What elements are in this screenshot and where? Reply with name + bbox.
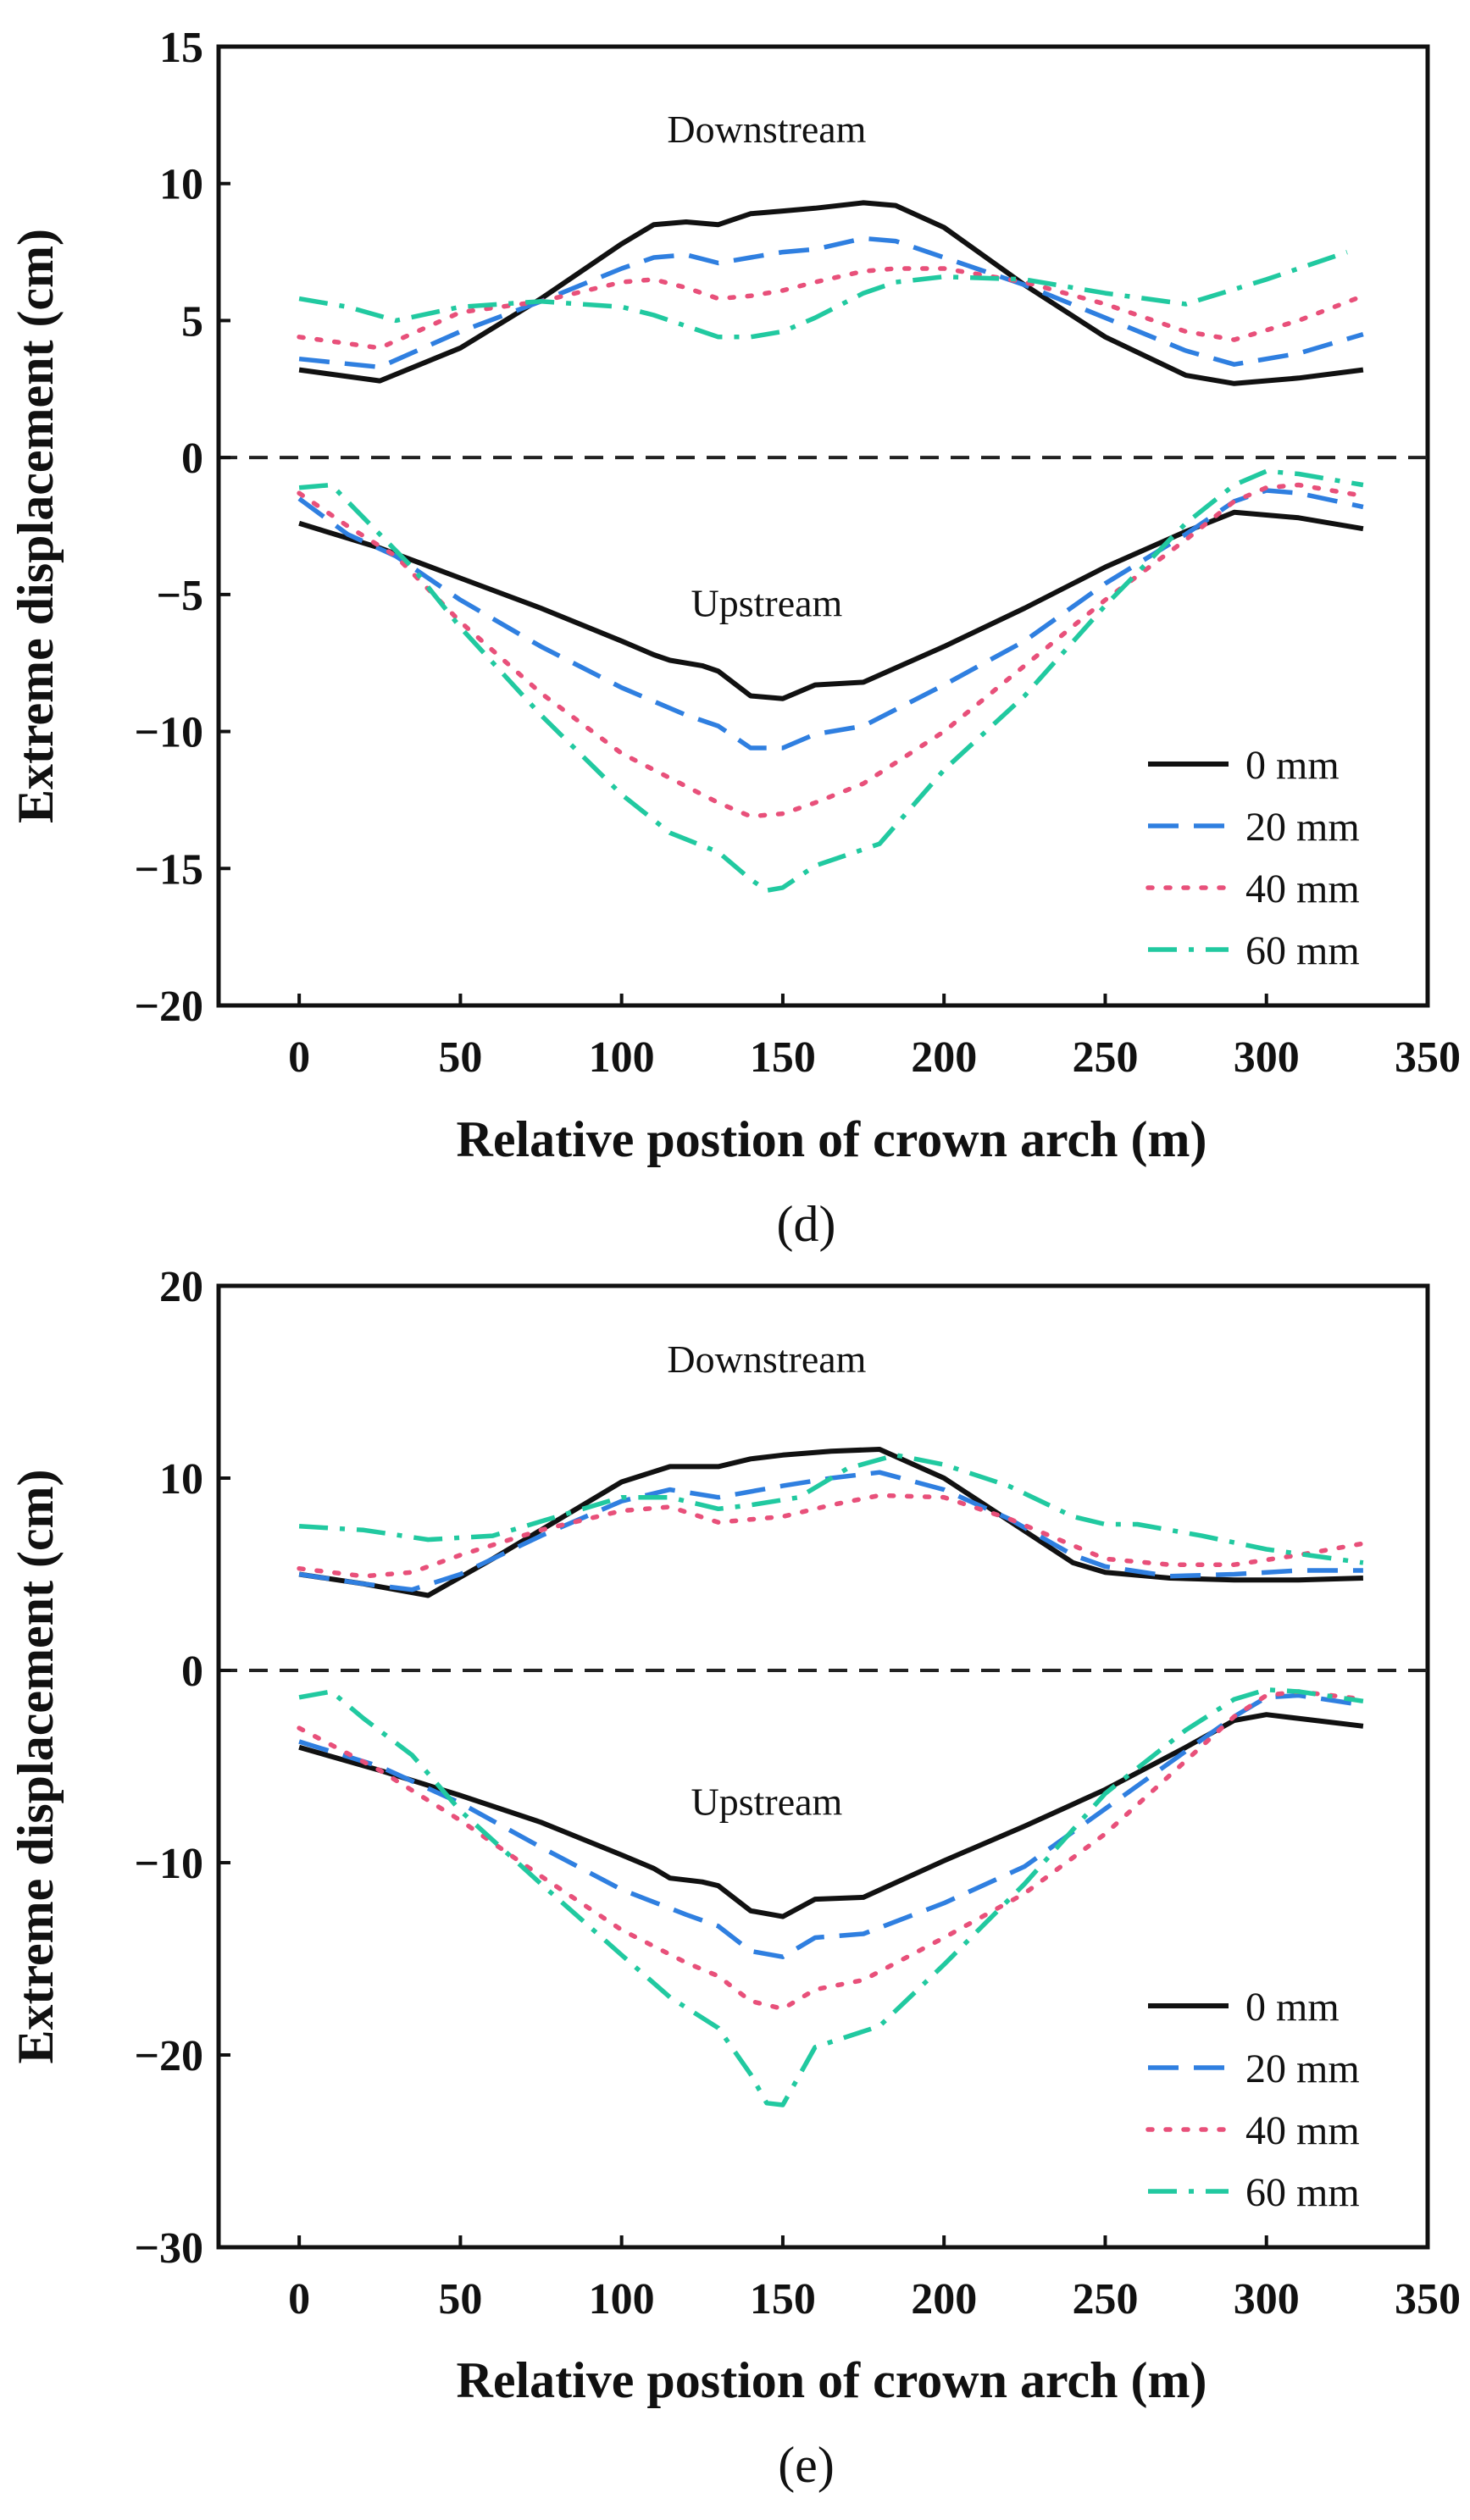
x-tick-label: 50: [438, 1033, 482, 1082]
y-tick-label: 15: [159, 24, 203, 72]
x-axis-label: Relative postion of crown arch (m): [457, 1111, 1207, 1167]
x-tick-label: 100: [589, 2275, 655, 2323]
x-tick-label: 350: [1395, 2275, 1461, 2323]
x-axis-label: Relative postion of crown arch (m): [457, 2352, 1207, 2408]
legend-label-40mm: 40 mm: [1245, 2108, 1360, 2153]
series-line-40mm-downstream: [297, 1493, 1366, 1579]
y-axis-label: Extreme displacement (cm): [8, 229, 64, 823]
y-axis-label: Extreme displacement (cm): [8, 1469, 64, 2063]
x-tick-label: 250: [1072, 1033, 1138, 1082]
x-tick-label: 300: [1234, 1033, 1300, 1082]
y-tick-label: 5: [181, 297, 203, 346]
series-line-0mm-downstream: [298, 200, 1364, 386]
legend-label-20mm: 20 mm: [1245, 2046, 1360, 2091]
series-line-60mm-downstream: [298, 1453, 1364, 1565]
x-tick-label: 150: [750, 2275, 816, 2323]
chart-panel-e: 0 50 100 150 200 250 300 350 −30 −20 −10 0 10 20 Downs…: [8, 1263, 1461, 2493]
y-tick-label: −10: [134, 709, 203, 757]
series-line-20mm-downstream: [298, 235, 1364, 370]
x-tick-label: 200: [911, 1033, 977, 1082]
series-line-40mm-upstream: [297, 1689, 1366, 2012]
x-tick-label: 150: [750, 1033, 816, 1082]
legend-label-60mm: 60 mm: [1245, 2170, 1360, 2215]
annotation-upstream: Upstream: [691, 582, 842, 625]
series-line-60mm-upstream: [298, 1686, 1364, 2107]
series-line-20mm-upstream: [298, 1692, 1364, 1959]
annotation-upstream: Upstream: [691, 1780, 842, 1823]
chart-panel-d: 0 50 100 150 200 250 300 350 −20 −15 −10 −5 0 5 10 15 Do…: [8, 24, 1461, 1252]
y-tick-label: −20: [134, 983, 203, 1031]
series-line-60mm-downstream: [298, 249, 1348, 340]
legend-label-20mm: 20 mm: [1245, 805, 1360, 850]
y-tick-label: −15: [134, 845, 203, 894]
plot-frame: [216, 44, 1430, 1008]
x-tick-label: 0: [288, 1033, 310, 1082]
legend-label-0mm: 0 mm: [1245, 1985, 1340, 2030]
x-tick-label: 100: [589, 1033, 655, 1082]
y-tick-label: 0: [181, 1648, 203, 1696]
x-tick-label: 350: [1395, 1033, 1461, 1082]
x-tick-label: 300: [1234, 2275, 1300, 2323]
y-tick-label: −30: [134, 2224, 203, 2273]
y-tick-label: 0: [181, 435, 203, 483]
plot-frame: [216, 1283, 1430, 2250]
x-tick-label: 50: [438, 2275, 482, 2323]
panel-label: (e): [778, 2437, 835, 2493]
legend-label-60mm: 60 mm: [1245, 928, 1360, 973]
series-line-40mm-upstream: [297, 482, 1366, 819]
y-tick-label: 10: [159, 1455, 203, 1504]
y-tick-label: 20: [159, 1263, 203, 1311]
series-line-20mm-upstream: [297, 488, 1364, 750]
y-tick-label: −10: [134, 1840, 203, 1888]
y-tick-label: −5: [156, 572, 203, 620]
series-line-60mm-upstream: [298, 468, 1364, 893]
panel-label: (d): [777, 1196, 836, 1252]
legend-label-0mm: 0 mm: [1245, 743, 1340, 788]
x-tick-label: 200: [911, 2275, 977, 2323]
x-tick-label: 0: [288, 2275, 310, 2323]
y-tick-label: 10: [159, 161, 203, 209]
series-line-20mm-downstream: [298, 1470, 1363, 1592]
annotation-downstream: Downstream: [667, 108, 866, 151]
legend-label-40mm: 40 mm: [1245, 867, 1360, 911]
annotation-downstream: Downstream: [667, 1338, 866, 1381]
x-tick-label: 250: [1072, 2275, 1138, 2323]
y-tick-label: −20: [134, 2032, 203, 2080]
series-line-40mm-downstream: [297, 266, 1366, 351]
